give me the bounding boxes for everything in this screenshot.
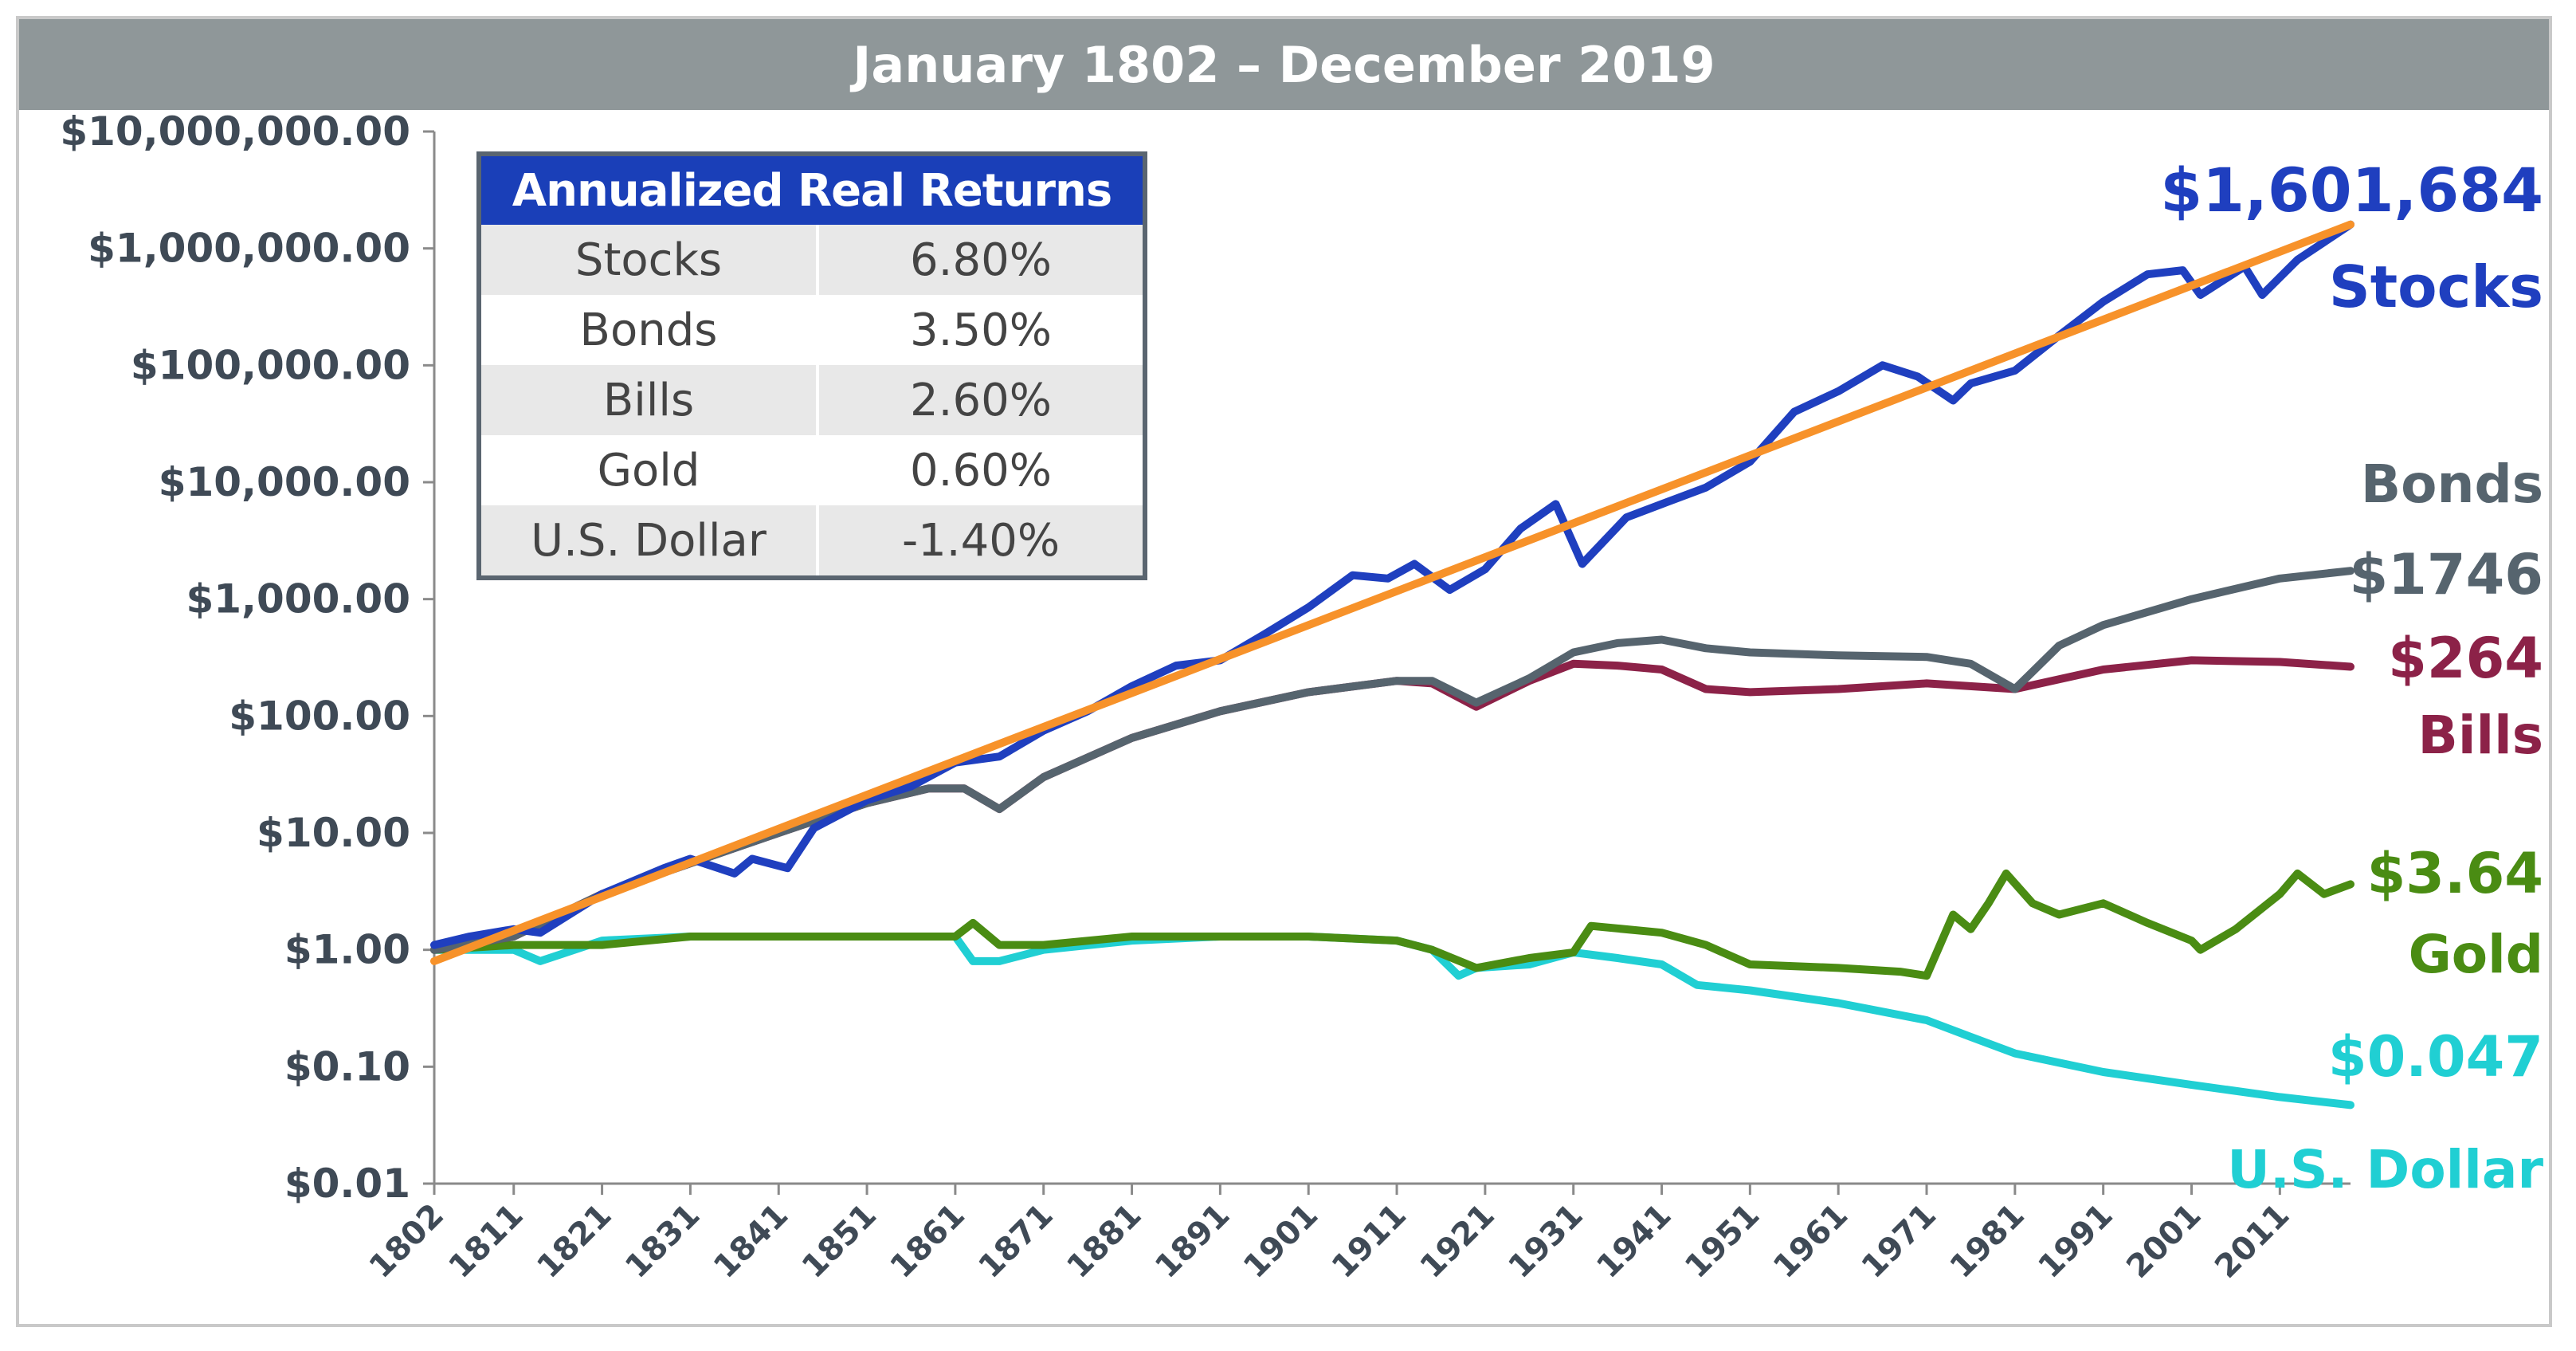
chart-axes: $10,000,000.00 $1,000,000.00 $100,000.00 $1… [60,108,2351,1286]
x-tick-label: 1911 [1325,1197,1413,1286]
x-tick-label: 2011 [2208,1197,2296,1286]
gold-series-name: Gold [2409,924,2543,985]
y-tick-label: $10,000,000.00 [60,108,410,155]
y-tick-label: $0.10 [284,1043,410,1090]
table-row: Bonds 3.50% [479,295,1147,365]
x-tick-label: 1921 [1413,1197,1502,1286]
x-tick-label: 1881 [1060,1197,1148,1286]
series-line-u-s-dollar [430,933,2354,1109]
x-tick-label: 1831 [618,1197,707,1286]
stocks-end-value: $1,601,684 [2160,155,2543,226]
asset-name: Bonds [479,295,819,365]
x-tick-label: 1861 [884,1197,972,1286]
bonds-series-name: Bonds [2361,454,2543,515]
x-tick-label: 1951 [1678,1197,1766,1286]
y-tick-label: $10,000.00 [159,459,410,505]
y-tick-label: $100,000.00 [131,342,410,388]
u-s-dollar-series-name: U.S. Dollar [2227,1139,2543,1200]
y-tick-label: $10.00 [257,810,410,856]
chart-frame [16,16,2552,1327]
table-row: Bills 2.60% [479,365,1147,435]
table-row: Gold 0.60% [479,435,1147,505]
x-tick-label: 1811 [442,1197,531,1286]
annualized-returns-table: Annualized Real Returns Stocks 6.80% Bond… [476,151,1147,580]
series-line-bonds [430,567,2354,954]
table-row: Stocks 6.80% [479,225,1147,295]
series-line-gold [430,869,2354,980]
y-tick-label: $1.00 [284,927,410,973]
x-tick-label: 1891 [1148,1197,1237,1286]
asset-name: U.S. Dollar [479,505,819,578]
bills-end-value: $264 [2388,626,2543,691]
x-tick-label: 1841 [707,1197,795,1286]
asset-return: 3.50% [817,295,1147,365]
asset-return: 2.60% [817,365,1147,435]
x-tick-label: 1931 [1502,1197,1590,1286]
stocks-series-name: Stocks [2329,253,2543,320]
asset-name: Bills [479,365,819,435]
series-line-bills [430,656,2354,954]
x-tick-label: 1901 [1237,1197,1325,1286]
x-tick-label: 2001 [2119,1197,2208,1286]
x-tick-label: 1991 [2032,1197,2120,1286]
u-s-dollar-end-value: $0.047 [2328,1024,2543,1090]
x-tick-label: 1971 [1855,1197,1943,1286]
y-tick-label: $100.00 [229,693,410,739]
asset-return: 6.80% [817,225,1147,295]
asset-name: Stocks [479,225,819,295]
chart-title-bar: January 1802 – December 2019 [19,19,2549,110]
x-tick-label: 1821 [530,1197,618,1286]
x-tick-label: 1941 [1590,1197,1678,1286]
gold-end-value: $3.64 [2367,841,2543,906]
x-tick-label: 1961 [1766,1197,1855,1286]
asset-return: -1.40% [817,505,1147,578]
x-tick-label: 1871 [972,1197,1061,1286]
series-labels: $1,601,684 Stocks $1746 Bonds $264 Bills $3.64… [2160,155,2543,1200]
returns-table-header: Annualized Real Returns [479,154,1145,225]
x-tick-label: 1851 [795,1197,884,1286]
y-tick-label: $1,000.00 [186,576,410,622]
x-tick-label: 1802 [363,1197,451,1286]
y-tick-label: $1,000,000.00 [88,226,410,272]
chart-title: January 1802 – December 2019 [853,35,1715,94]
bonds-end-value: $1746 [2349,542,2543,607]
bills-series-name: Bills [2418,705,2543,766]
stocks-trend-line [430,220,2354,965]
asset-return: 0.60% [817,435,1147,505]
x-tick-label: 1981 [1943,1197,2032,1286]
series-layer [430,220,2354,1109]
table-row: U.S. Dollar -1.40% [479,505,1147,578]
asset-name: Gold [479,435,819,505]
y-tick-label: $0.01 [284,1161,410,1207]
